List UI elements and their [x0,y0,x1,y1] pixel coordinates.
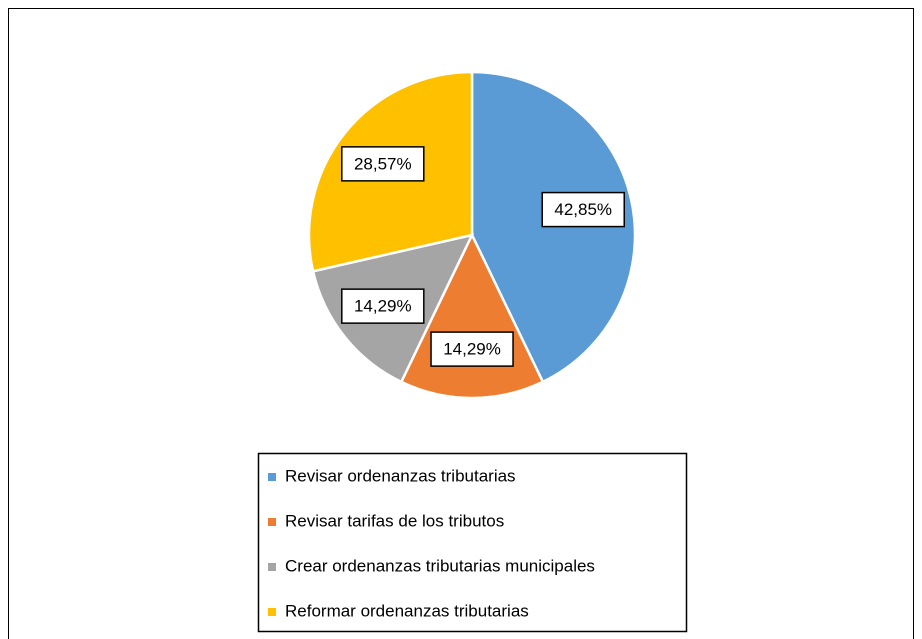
legend-swatch [268,473,276,481]
legend-label: Reformar ordenanzas tributarias [285,601,529,620]
data-label-box [341,288,425,324]
data-label: 42,85% [554,200,612,219]
data-label-box [541,191,625,228]
data-label: 14,29% [354,297,412,316]
legend-label: Revisar tarifas de los tributos [285,511,504,530]
legend-swatch [268,518,276,526]
legend-swatch [268,563,276,571]
legend-label: Revisar ordenanzas tributarias [285,466,516,485]
data-label: 28,57% [354,154,412,173]
data-label-box [430,331,514,367]
data-label-box [341,146,425,182]
legend-box [257,452,688,633]
legend-swatch [268,608,276,616]
data-label: 14,29% [443,340,501,359]
legend-label: Crear ordenanzas tributarias municipales [285,556,595,575]
